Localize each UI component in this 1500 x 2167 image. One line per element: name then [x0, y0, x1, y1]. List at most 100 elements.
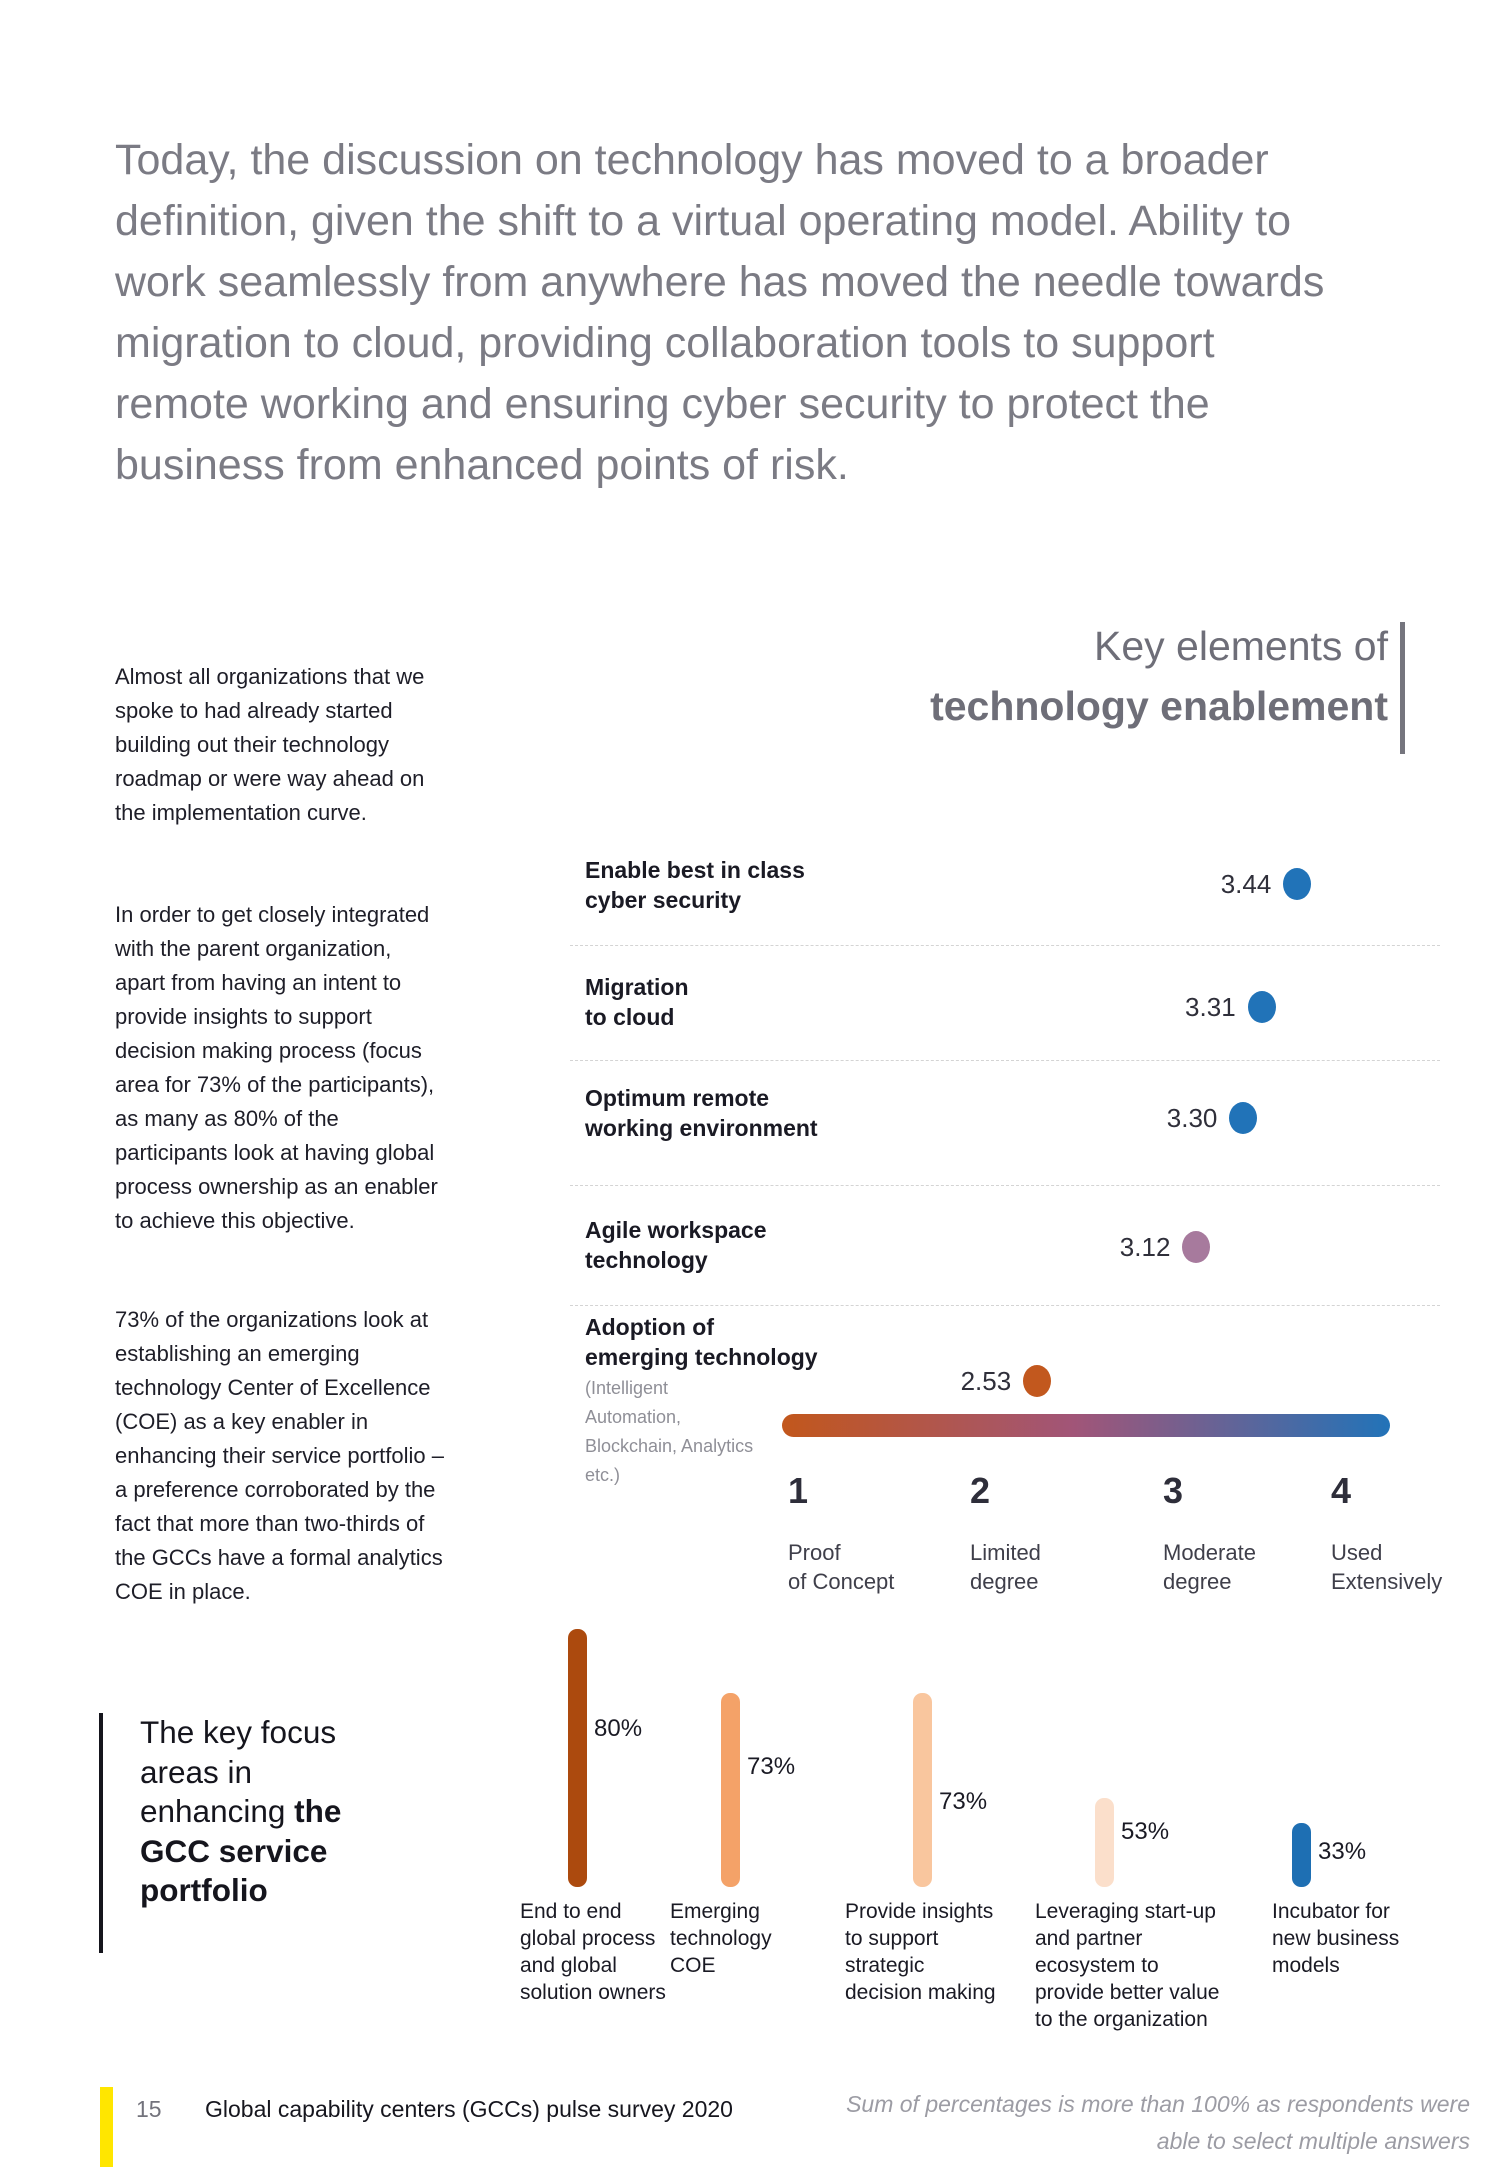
chart-title: Key elements of technology enablement	[600, 616, 1388, 736]
dot-row-sublabel: (Intelligent Automation, Blockchain, Ana…	[585, 1374, 765, 1490]
category-line: ecosystem to	[1035, 1954, 1159, 1977]
bar	[1292, 1823, 1311, 1887]
tick-label-line: Proof	[788, 1540, 841, 1565]
row-divider	[570, 1305, 1440, 1306]
scale-tick-label: Used Extensively	[1331, 1538, 1442, 1596]
sublabel-line: Blockchain, Analytics	[585, 1436, 754, 1456]
dot-row-label: Adoption of emerging technology	[585, 1312, 818, 1372]
bar-value-label: 53%	[1121, 1818, 1170, 1845]
label-line: Migration	[585, 974, 689, 1000]
tick-label-line: Used	[1331, 1540, 1383, 1565]
bar-category-label: Provide insights to support strategic de…	[845, 1898, 1055, 2006]
category-line: Provide insights	[845, 1900, 994, 1923]
label-line: to cloud	[585, 1004, 675, 1030]
scale-tick-number: 1	[788, 1470, 809, 1511]
category-line: technology	[670, 1927, 772, 1950]
category-line: Incubator for	[1272, 1900, 1390, 1923]
category-line: Leveraging start-up	[1035, 1900, 1216, 1923]
focus-areas-bar-chart: 80% 73% 73% 53% 33% End to end global pr…	[520, 1620, 1500, 2031]
chart-title-line2: technology enablement	[930, 683, 1388, 729]
bar-category-label: Leveraging start-up and partner ecosyste…	[1035, 1898, 1245, 2033]
dot-row-label: Optimum remote working environment	[585, 1083, 818, 1143]
sublabel-line: Automation,	[585, 1407, 682, 1427]
label-line: Enable best in class	[585, 857, 805, 883]
category-line: strategic	[845, 1954, 925, 1977]
dot-row-label: Enable best in class cyber security	[585, 855, 805, 915]
category-line: to support	[845, 1927, 939, 1950]
bar	[568, 1629, 587, 1887]
scale-gradient-bar	[782, 1414, 1390, 1437]
bar-value-label: 80%	[594, 1715, 643, 1742]
bar-category-label: End to end global process and global sol…	[520, 1898, 730, 2006]
label-line: cyber security	[585, 887, 741, 913]
tick-label-line: degree	[970, 1569, 1039, 1594]
bar-category-label: Emerging technology COE	[670, 1898, 880, 1979]
focus-heading-bold: the GCC service portfolio	[140, 1793, 342, 1908]
data-dot	[1182, 1231, 1211, 1263]
dot-value: 3.31	[1185, 992, 1236, 1022]
data-dot	[1283, 868, 1312, 900]
tick-label-line: Moderate	[1163, 1540, 1256, 1565]
scale-tick-label: Moderate degree	[1163, 1538, 1256, 1596]
scale-tick-number: 4	[1331, 1470, 1352, 1511]
category-line: and partner	[1035, 1927, 1143, 1950]
label-line: Adoption of	[585, 1314, 715, 1340]
tick-label-line: Extensively	[1331, 1569, 1443, 1594]
category-line: solution owners	[520, 1981, 666, 2004]
dot-value: 3.44	[1220, 869, 1272, 899]
body-paragraph-2: In order to get closely integrated with …	[115, 902, 438, 1233]
bar	[913, 1693, 932, 1887]
label-line: technology	[585, 1247, 708, 1273]
chart-title-line1: Key elements of	[1094, 623, 1388, 669]
row-divider	[570, 945, 1440, 946]
data-dot	[1229, 1102, 1258, 1134]
intro-heading: Today, the discussion on technology has …	[115, 136, 1325, 489]
sublabel-line: etc.)	[585, 1465, 621, 1485]
label-line: working environment	[585, 1115, 818, 1141]
tick-label-line: degree	[1163, 1569, 1232, 1594]
tick-label-line: of Concept	[788, 1569, 895, 1594]
bar-category-label: Incubator for new business models	[1272, 1898, 1482, 1979]
scale-tick-number: 2	[970, 1470, 991, 1511]
bar	[1095, 1798, 1114, 1887]
row-divider	[570, 1185, 1440, 1186]
footer-accent-bar	[100, 2087, 113, 2167]
footer-title: Global capability centers (GCCs) pulse s…	[205, 2096, 733, 2122]
dot-value: 3.12	[1119, 1232, 1171, 1262]
dot-row-label: Agile workspace technology	[585, 1215, 767, 1275]
bar-value-label: 73%	[939, 1788, 988, 1815]
category-line: Emerging	[670, 1900, 760, 1923]
bar-value-label: 33%	[1318, 1838, 1367, 1865]
dot-row-label: Migration to cloud	[585, 972, 689, 1032]
sublabel-line: (Intelligent	[585, 1378, 669, 1398]
category-line: COE	[670, 1954, 716, 1977]
footnote-line: able to select multiple answers	[1156, 2128, 1470, 2154]
body-paragraph-3: 73% of the organizations look at establi…	[115, 1307, 444, 1604]
body-paragraph-1: Almost all organizations that we spoke t…	[115, 664, 425, 825]
label-line: Agile workspace	[585, 1217, 767, 1243]
scale-tick-label: Proof of Concept	[788, 1538, 894, 1596]
tick-label-line: Limited	[970, 1540, 1041, 1565]
row-divider	[570, 1060, 1440, 1061]
dot-plot-chart: Enable best in class cyber security 3.44…	[570, 840, 1442, 1630]
category-line: End to end	[520, 1900, 622, 1923]
focus-heading-normal: The key focus areas in enhancing	[140, 1714, 337, 1829]
label-line: Optimum remote	[585, 1085, 770, 1111]
category-line: new business	[1272, 1927, 1400, 1950]
focus-areas-heading: The key focus areas in enhancing the GCC…	[99, 1713, 395, 1953]
category-line: provide better value	[1035, 1981, 1220, 2004]
data-dot	[1023, 1365, 1052, 1397]
page-number: 15	[136, 2096, 162, 2122]
chart-footnote: Sum of percentages is more than 100% as …	[710, 2086, 1470, 2160]
category-line: global process	[520, 1927, 656, 1950]
scale-tick-number: 3	[1163, 1470, 1184, 1511]
title-accent-bar	[1400, 622, 1405, 754]
category-line: and global	[520, 1954, 617, 1977]
footnote-line: Sum of percentages is more than 100% as …	[846, 2091, 1470, 2117]
category-line: models	[1272, 1954, 1340, 1977]
dot-value: 3.30	[1166, 1103, 1218, 1133]
scale-tick-label: Limited degree	[970, 1538, 1041, 1596]
category-line: decision making	[845, 1981, 996, 2004]
data-dot	[1247, 991, 1276, 1023]
